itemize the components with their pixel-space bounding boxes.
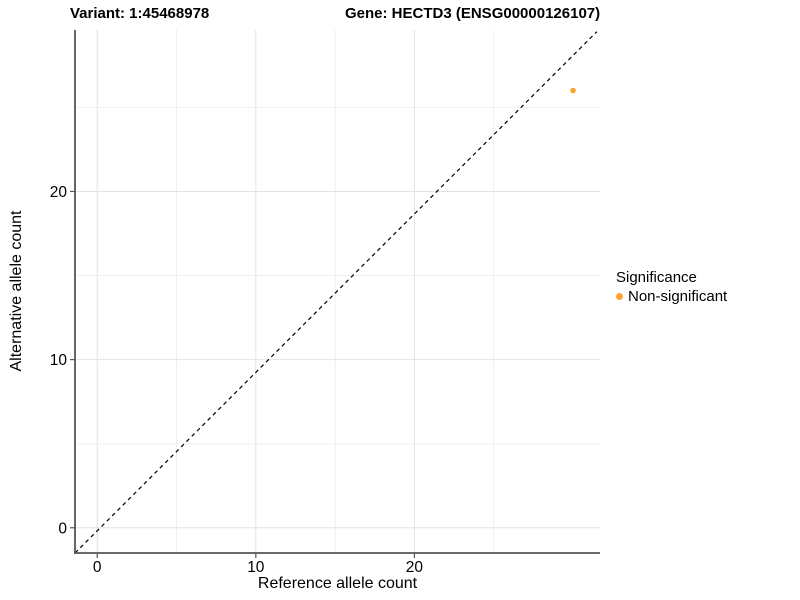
legend-entry: Non-significant <box>616 288 727 305</box>
svg-text:10: 10 <box>247 559 265 576</box>
svg-text:10: 10 <box>50 352 68 369</box>
svg-text:20: 20 <box>50 184 68 201</box>
legend-entry-label: Non-significant <box>628 288 728 305</box>
svg-text:20: 20 <box>406 559 424 576</box>
legend-point-icon <box>616 293 623 300</box>
plot-title-variant: Variant: 1:45468978 <box>70 5 210 22</box>
plot-title-gene: Gene: HECTD3 (ENSG00000126107) <box>345 5 601 22</box>
legend: Significance Non-significant <box>616 269 727 305</box>
svg-text:0: 0 <box>58 520 67 537</box>
x-axis-title: Reference allele count <box>257 575 418 592</box>
svg-text:0: 0 <box>93 559 102 576</box>
legend-title: Significance <box>616 269 697 286</box>
y-axis-title: Alternative allele count <box>8 210 25 372</box>
